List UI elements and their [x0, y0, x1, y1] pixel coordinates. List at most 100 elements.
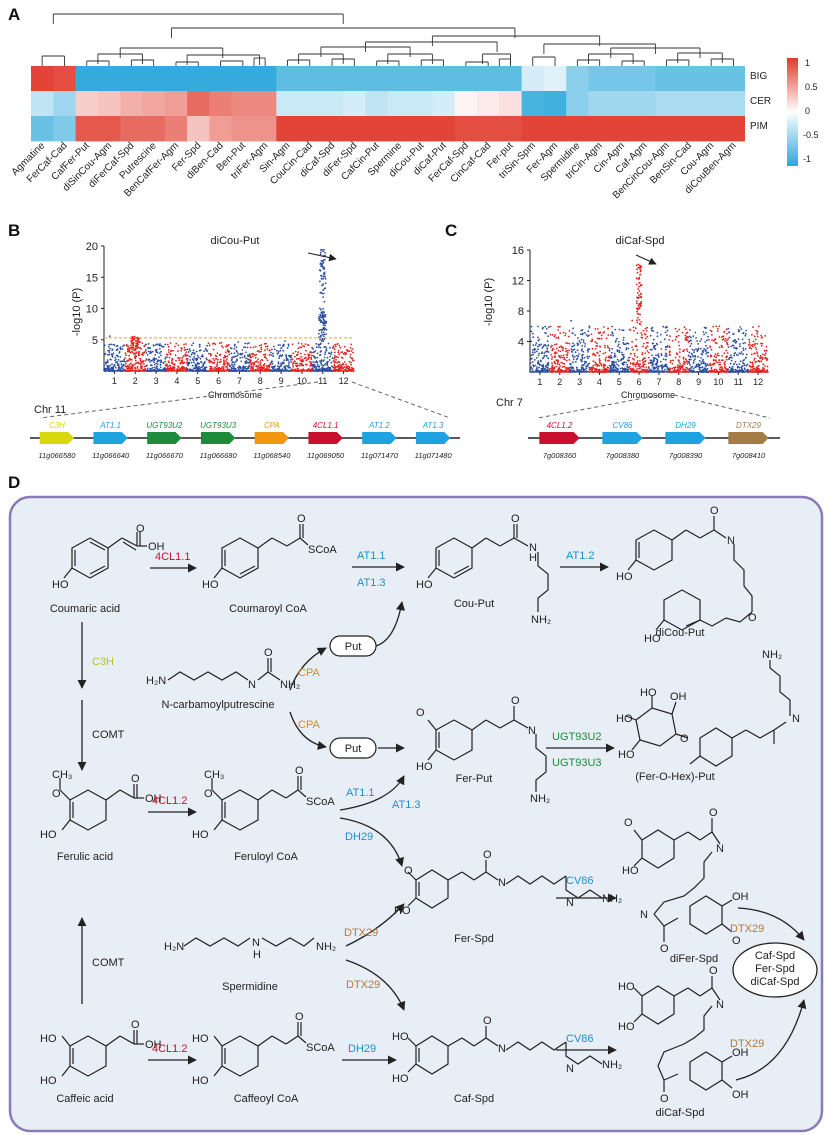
snp-point: [681, 371, 684, 373]
snp-point: [753, 335, 756, 338]
snp-point: [553, 343, 556, 346]
snp-point: [345, 366, 347, 369]
snp-point: [698, 359, 701, 362]
snp-point: [217, 358, 219, 361]
snp-point: [622, 336, 625, 339]
snp-point: [532, 349, 535, 351]
snp-point: [210, 353, 212, 356]
snp-point: [674, 338, 677, 341]
snp-point: [756, 335, 759, 338]
heatmap-cell: [566, 116, 589, 142]
snp-point: [252, 363, 255, 365]
snp-point: [233, 363, 236, 366]
snp-point: [579, 370, 582, 373]
chromosome-label: 7: [656, 377, 661, 387]
snp-point: [650, 359, 653, 362]
snp-point: [545, 345, 547, 347]
snp-point: [201, 368, 204, 371]
snp-point: [332, 345, 335, 347]
snp-point: [752, 363, 754, 366]
snp-point: [288, 361, 290, 363]
heatmap-cell: [254, 66, 277, 92]
chromosome-label: 8: [676, 377, 681, 387]
snp-point: [677, 341, 680, 343]
snp-point: [551, 356, 553, 358]
snp-point: [317, 332, 320, 335]
snp-point: [149, 352, 151, 355]
snp-point: [108, 353, 111, 356]
snp-point: [659, 341, 662, 343]
snp-point: [108, 367, 111, 370]
snp-point: [709, 329, 712, 332]
snp-point: [611, 347, 614, 350]
struct-cou-put: [427, 524, 549, 612]
snp-point: [248, 342, 250, 344]
snp-point: [170, 362, 173, 365]
snp-point: [572, 327, 574, 330]
snp-point: [686, 350, 689, 352]
snp-point: [580, 333, 582, 336]
snp-point: [670, 371, 673, 373]
snp-point: [349, 353, 352, 356]
snp-point: [103, 344, 106, 347]
snp-point: [273, 369, 275, 372]
snp-point: [611, 331, 614, 333]
snp-point: [678, 344, 681, 347]
snp-point: [712, 325, 715, 328]
snp-point: [136, 337, 139, 340]
snp-point: [755, 329, 758, 332]
snp-point: [133, 342, 135, 344]
snp-point: [747, 369, 749, 372]
snp-point: [747, 344, 750, 346]
snp-point: [184, 353, 187, 355]
snp-point: [636, 332, 639, 334]
snp-point: [350, 361, 352, 364]
snp-point: [578, 353, 580, 355]
snp-point: [685, 371, 687, 373]
snp-point: [652, 338, 655, 341]
snp-point: [198, 369, 201, 372]
snp-point: [303, 369, 306, 371]
snp-point: [213, 359, 216, 362]
snp-point: [682, 350, 685, 352]
snp-point: [572, 342, 574, 345]
enzyme-at1.1-mid: AT1.1: [346, 787, 375, 799]
heatmap-cells: [31, 66, 745, 142]
snp-point: [538, 344, 541, 347]
gene-arrow: [728, 432, 769, 444]
snp-point: [134, 366, 136, 369]
snp-point: [568, 330, 571, 332]
snp-point: [560, 355, 563, 357]
gene-arrow: [362, 432, 397, 444]
snp-point: [676, 369, 679, 372]
snp-point: [328, 352, 331, 355]
snp-point: [181, 357, 184, 359]
snp-point: [700, 347, 702, 350]
atom-ho-16: HO: [192, 1033, 209, 1045]
chromosome-label: 6: [216, 376, 221, 386]
snp-point: [659, 360, 662, 363]
snp-point: [131, 366, 134, 369]
label-caffeic-acid: Caffeic acid: [56, 1093, 113, 1105]
snp-point: [134, 359, 137, 362]
snp-point: [188, 362, 191, 365]
gene-name: CPA: [264, 421, 280, 430]
snp-point: [591, 368, 594, 371]
arrow-dicaf-to-products: [735, 999, 807, 1081]
snp-point: [159, 366, 162, 369]
snp-point: [116, 348, 119, 351]
snp-point: [165, 368, 168, 370]
heatmap-cell: [276, 116, 299, 142]
snp-point: [160, 354, 162, 357]
snp-point: [176, 367, 179, 370]
snp-point: [560, 346, 563, 349]
snp-point: [685, 366, 687, 369]
heatmap-cell: [31, 116, 54, 142]
snp-point: [183, 361, 186, 364]
snp-point: [177, 366, 180, 369]
heatmap-cell: [454, 116, 478, 142]
snp-point: [721, 346, 724, 348]
snp-point: [298, 370, 301, 372]
snp-point: [555, 347, 558, 350]
